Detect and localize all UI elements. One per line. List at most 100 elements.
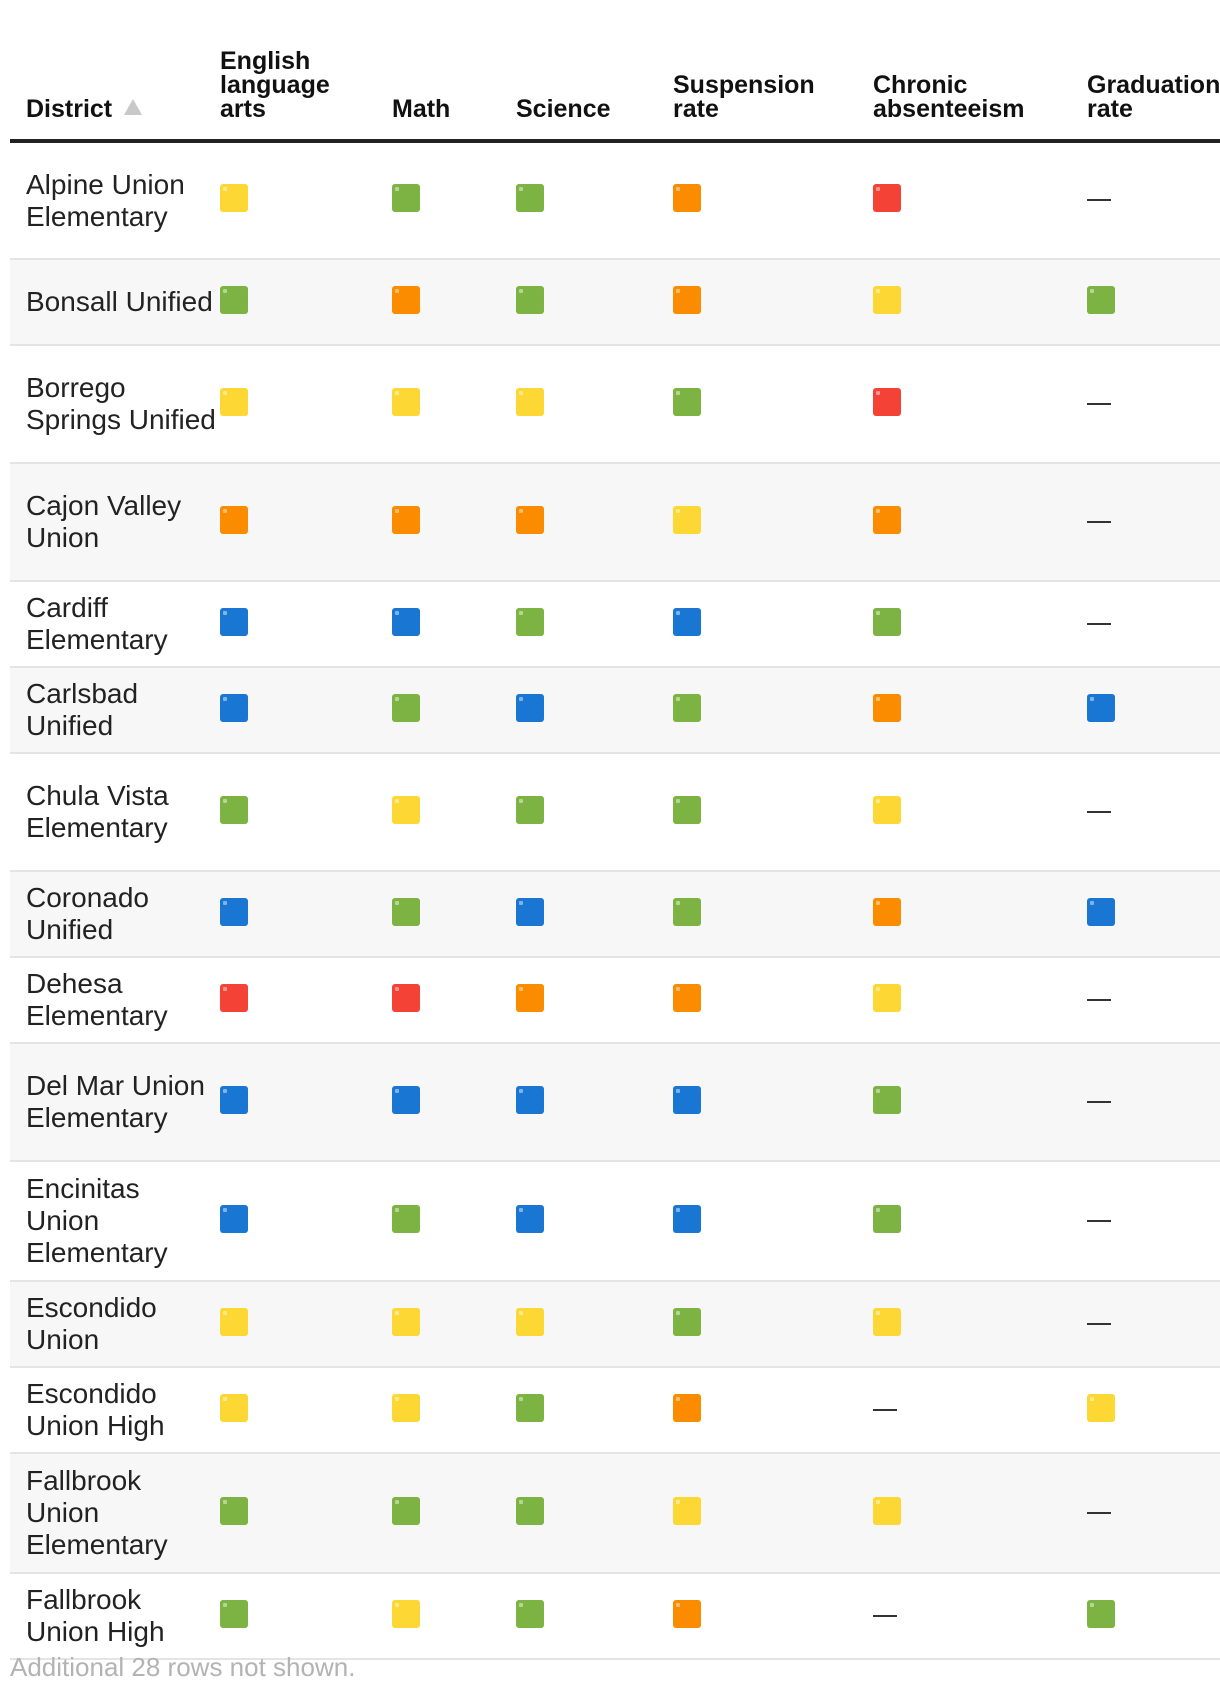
blue-rating-square-icon	[1087, 897, 1115, 926]
green-rating-square-icon	[516, 795, 544, 824]
column-header-district[interactable]: District	[10, 0, 220, 143]
graduation-rating-cell	[1087, 141, 1220, 259]
column-header-ela[interactable]: English language arts	[220, 0, 392, 143]
yellow-rating-square-icon	[516, 1307, 544, 1336]
table-row: Carlsbad Unified	[10, 667, 1220, 753]
science-rating-cell	[516, 1573, 673, 1659]
no-data-dash-icon	[1087, 199, 1111, 202]
yellow-rating-square-icon	[392, 795, 420, 824]
no-data-dash-icon	[1087, 998, 1111, 1001]
blue-rating-square-icon	[1087, 693, 1115, 722]
yellow-rating-square-icon	[220, 184, 248, 212]
science-rating-cell	[516, 345, 673, 463]
column-header-math[interactable]: Math	[392, 0, 516, 143]
green-rating-square-icon	[873, 1204, 901, 1233]
red-rating-square-icon	[873, 184, 901, 212]
science-rating-cell	[516, 1281, 673, 1367]
district-name-cell: Borrego Springs Unified	[26, 372, 216, 435]
absenteeism-rating-cell	[873, 871, 1087, 957]
column-header-graduation[interactable]: Graduation rate	[1087, 0, 1220, 143]
blue-rating-square-icon	[392, 1085, 420, 1114]
green-rating-square-icon	[220, 1599, 248, 1628]
science-rating-cell	[516, 667, 673, 753]
yellow-rating-square-icon	[873, 1307, 901, 1336]
ela-rating-cell	[220, 259, 392, 345]
column-header-label: Suspension rate	[673, 71, 815, 123]
yellow-rating-square-icon	[392, 1599, 420, 1628]
district-name-cell: Del Mar Union Elementary	[26, 1070, 205, 1133]
math-rating-cell	[392, 871, 516, 957]
absenteeism-rating-cell	[873, 1281, 1087, 1367]
yellow-rating-square-icon	[220, 1393, 248, 1422]
math-rating-cell	[392, 1161, 516, 1281]
ela-rating-cell	[220, 1367, 392, 1453]
ela-rating-cell	[220, 1281, 392, 1367]
district-name-cell: Escondido Union	[26, 1292, 157, 1355]
column-header-absenteeism[interactable]: Chronic absenteeism	[873, 0, 1087, 143]
graduation-rating-cell	[1087, 259, 1220, 345]
science-rating-cell	[516, 1453, 673, 1573]
district-name-cell: Bonsall Unified	[26, 286, 213, 317]
column-header-label: Chronic absenteeism	[873, 71, 1025, 123]
district-name-cell: Cardiff Elementary	[26, 592, 168, 655]
green-rating-square-icon	[873, 1085, 901, 1114]
yellow-rating-square-icon	[673, 505, 701, 534]
math-rating-cell	[392, 463, 516, 581]
table-row: Fallbrook Union Elementary	[10, 1453, 1220, 1573]
science-rating-cell	[516, 141, 673, 259]
suspension-rating-cell	[673, 463, 873, 581]
sort-ascending-icon[interactable]	[124, 99, 143, 115]
no-data-dash-icon	[1087, 1219, 1111, 1222]
math-rating-cell	[392, 1281, 516, 1367]
yellow-rating-square-icon	[392, 1393, 420, 1422]
blue-rating-square-icon	[220, 607, 248, 636]
green-rating-square-icon	[673, 387, 701, 416]
ela-rating-cell	[220, 1043, 392, 1161]
orange-rating-square-icon	[392, 285, 420, 314]
table-row: Chula Vista Elementary	[10, 753, 1220, 871]
blue-rating-square-icon	[516, 897, 544, 926]
column-header-suspension[interactable]: Suspension rate	[673, 0, 873, 143]
absenteeism-rating-cell	[873, 141, 1087, 259]
table-header: District English language arts Math Scie…	[10, 0, 1220, 143]
math-rating-cell	[392, 1367, 516, 1453]
green-rating-square-icon	[392, 1204, 420, 1233]
district-name-cell: Fallbrook Union Elementary	[26, 1465, 168, 1560]
suspension-rating-cell	[673, 1367, 873, 1453]
blue-rating-square-icon	[392, 607, 420, 636]
column-header-label: Science	[516, 95, 611, 123]
suspension-rating-cell	[673, 957, 873, 1043]
science-rating-cell	[516, 463, 673, 581]
ela-rating-cell	[220, 463, 392, 581]
blue-rating-square-icon	[673, 1204, 701, 1233]
yellow-rating-square-icon	[392, 387, 420, 416]
table-row: Borrego Springs Unified	[10, 345, 1220, 463]
orange-rating-square-icon	[673, 285, 701, 314]
ela-rating-cell	[220, 753, 392, 871]
green-rating-square-icon	[673, 795, 701, 824]
orange-rating-square-icon	[873, 505, 901, 534]
ela-rating-cell	[220, 1573, 392, 1659]
suspension-rating-cell	[673, 1161, 873, 1281]
absenteeism-rating-cell	[873, 667, 1087, 753]
orange-rating-square-icon	[516, 983, 544, 1012]
yellow-rating-square-icon	[873, 285, 901, 314]
green-rating-square-icon	[220, 285, 248, 314]
graduation-rating-cell	[1087, 581, 1220, 667]
suspension-rating-cell	[673, 1573, 873, 1659]
graduation-rating-cell	[1087, 753, 1220, 871]
graduation-rating-cell	[1087, 667, 1220, 753]
ela-rating-cell	[220, 957, 392, 1043]
suspension-rating-cell	[673, 581, 873, 667]
blue-rating-square-icon	[673, 1085, 701, 1114]
no-data-dash-icon	[1087, 520, 1111, 523]
district-name-cell: Alpine Union Elementary	[26, 168, 185, 232]
yellow-rating-square-icon	[392, 1307, 420, 1336]
no-data-dash-icon	[1087, 1511, 1111, 1514]
science-rating-cell	[516, 581, 673, 667]
suspension-rating-cell	[673, 871, 873, 957]
suspension-rating-cell	[673, 141, 873, 259]
absenteeism-rating-cell	[873, 463, 1087, 581]
no-data-dash-icon	[1087, 1100, 1111, 1103]
column-header-science[interactable]: Science	[516, 0, 673, 143]
